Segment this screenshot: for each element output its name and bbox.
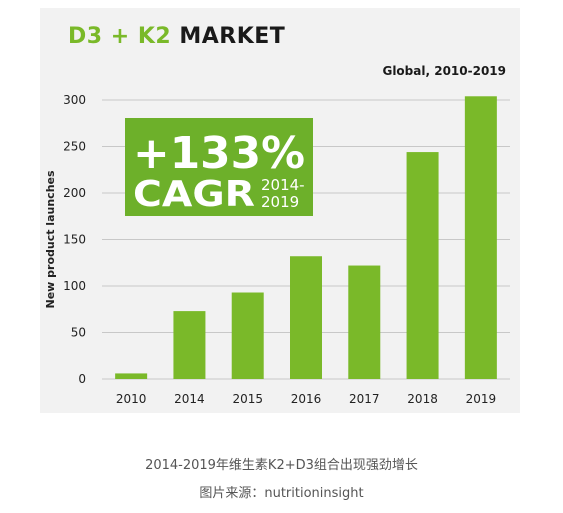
chart-figure: D3 + K2 MARKET Global, 2010-2019 0 50 100 1…	[40, 8, 520, 413]
y-tick-label: 150	[63, 233, 86, 247]
title-accent: D3 + K2	[68, 24, 172, 49]
y-tick-label: 200	[63, 186, 86, 200]
y-tick-label: 0	[78, 372, 86, 386]
y-tick-label: 250	[63, 140, 86, 154]
x-tick-label: 2014	[174, 392, 205, 406]
bar-2017	[348, 265, 381, 379]
bar-2016	[290, 256, 322, 379]
bar-2010	[115, 373, 148, 379]
y-tick-label: 300	[63, 93, 86, 107]
caption-main: 2014-2019年维生素K2+D3组合出现强劲增长	[145, 458, 418, 473]
bar-2018	[406, 152, 439, 379]
cagr-years-start: 2014-	[261, 176, 305, 194]
title-market: MARKET	[179, 24, 286, 49]
caption-source: 图片来源：nutritioninsight	[199, 486, 364, 501]
cagr-label: CAGR	[133, 174, 255, 215]
bar-2019	[464, 96, 497, 379]
x-tick-label: 2017	[349, 392, 380, 406]
x-tick-label: 2016	[291, 392, 322, 406]
chart-subtitle: Global, 2010-2019	[382, 64, 506, 78]
bar-2014	[173, 311, 206, 379]
y-axis-label: New product launches	[44, 170, 57, 308]
x-tick-label: 2010	[116, 392, 147, 406]
bar-2015	[231, 292, 264, 379]
cagr-percent: +133%	[133, 128, 305, 179]
x-tick-label: 2018	[407, 392, 438, 406]
cagr-years-end: 2019	[261, 193, 299, 211]
chart-title: D3 + K2 MARKET	[68, 24, 285, 49]
x-tick-label: 2015	[232, 392, 263, 406]
bar-chart: 0 50 100 150 200 250 300 New product launches 20…	[44, 93, 510, 406]
y-tick-label: 100	[63, 279, 86, 293]
x-tick-label: 2019	[466, 392, 497, 406]
cagr-callout	[125, 118, 313, 216]
y-tick-label: 50	[71, 326, 86, 340]
